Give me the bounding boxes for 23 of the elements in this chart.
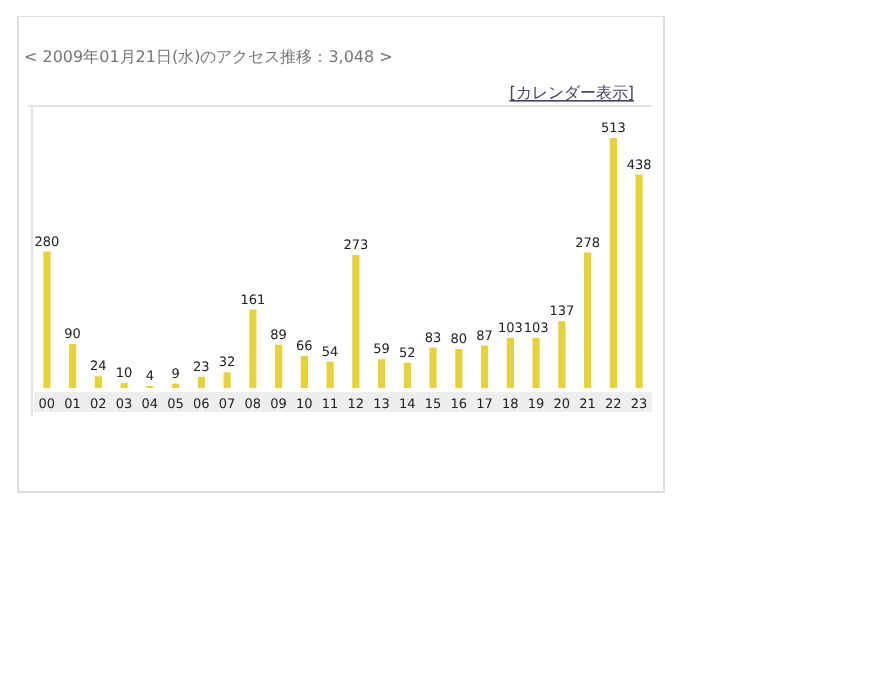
bar bbox=[378, 359, 386, 388]
bar bbox=[532, 337, 540, 388]
bar bbox=[635, 174, 643, 388]
bar bbox=[609, 138, 617, 388]
bar bbox=[455, 349, 463, 388]
bar bbox=[223, 372, 231, 388]
bar bbox=[275, 344, 283, 388]
bar bbox=[94, 376, 102, 388]
bar bbox=[197, 376, 205, 388]
bar bbox=[403, 362, 411, 388]
bar bbox=[352, 254, 360, 388]
bar bbox=[584, 252, 592, 388]
bar bbox=[481, 345, 489, 388]
text: [カレンダー表示] bbox=[509, 84, 634, 102]
bar bbox=[300, 355, 308, 388]
bar bbox=[429, 347, 437, 388]
bar bbox=[326, 361, 334, 388]
bar bbox=[43, 251, 51, 388]
bar bbox=[558, 321, 566, 388]
chart-title: < 2009年01月21日(水)のアクセス推移：3,048 > bbox=[24, 48, 393, 66]
bar bbox=[69, 344, 77, 388]
bar bbox=[506, 337, 514, 388]
bar bbox=[249, 309, 257, 388]
